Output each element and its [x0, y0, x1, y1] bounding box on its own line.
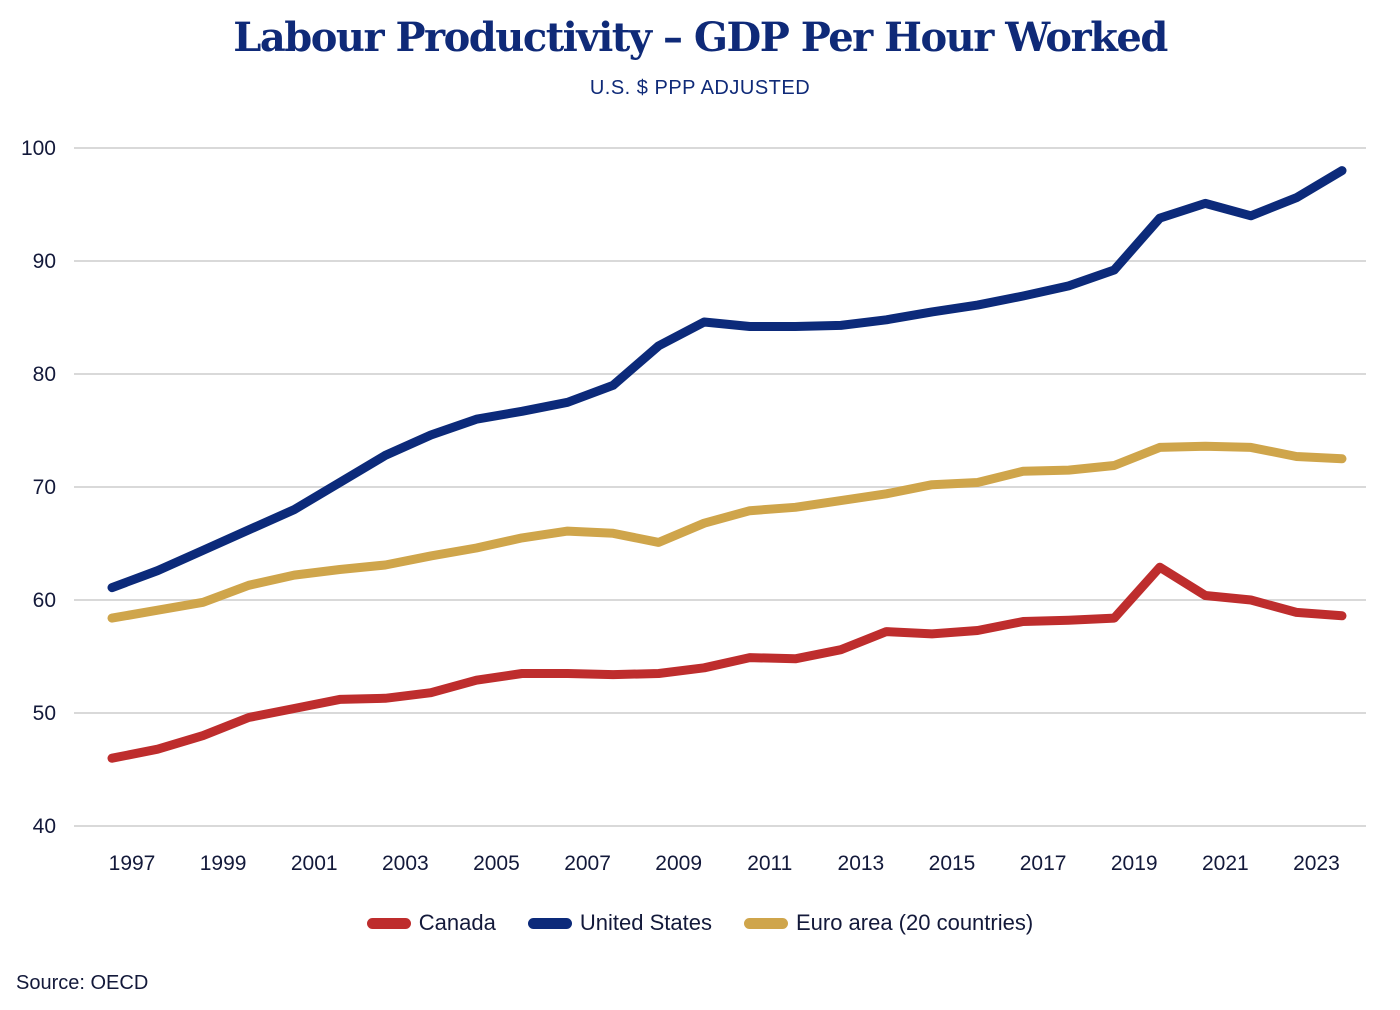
- x-axis-ticks: 1997 1999 2001 2003 2005 2007 2009 2011 2013 2015…: [109, 852, 1340, 875]
- series-line-canada: [107, 562, 1347, 763]
- legend-item-euro-area[interactable]: Euro area (20 countries): [743, 910, 1034, 936]
- series-line-united-states: [107, 166, 1347, 593]
- legend-label-canada: Canada: [418, 910, 496, 935]
- legend-label-euro-area: Euro area (20 countries): [795, 910, 1034, 935]
- chart-subtitle: U.S. $ PPP ADJUSTED: [589, 77, 811, 99]
- x-tick-label: 2001: [291, 852, 338, 875]
- y-tick-label: 80: [33, 363, 56, 386]
- source-note: Source: OECD: [16, 972, 149, 994]
- x-tick-label: 2017: [1020, 852, 1067, 875]
- y-tick-label: 100: [21, 137, 56, 160]
- x-tick-label: 2013: [838, 852, 885, 875]
- x-tick-label: 2021: [1202, 852, 1249, 875]
- legend-label-united-states: United States: [579, 910, 712, 935]
- y-axis-ticks: 40 50 60 70 80 90 100: [21, 137, 56, 838]
- y-tick-label: 40: [33, 815, 56, 838]
- legend: Canada United States Euro area (20 count…: [0, 910, 1400, 936]
- series-line-euro-area-20-countries: [107, 441, 1347, 623]
- legend-item-canada[interactable]: Canada: [366, 910, 496, 936]
- x-tick-label: 2019: [1111, 852, 1158, 875]
- x-tick-label: 2007: [564, 852, 611, 875]
- y-tick-label: 70: [33, 476, 56, 499]
- x-tick-label: 2005: [473, 852, 520, 875]
- legend-item-united-states[interactable]: United States: [527, 910, 712, 936]
- y-tick-label: 90: [33, 250, 56, 273]
- legend-swatch-euro-area: [743, 917, 788, 929]
- legend-swatch-canada: [366, 917, 411, 929]
- chart-title: Labour Productivity – GDP Per Hour Worke…: [233, 14, 1168, 61]
- x-tick-label: 2015: [929, 852, 976, 875]
- x-tick-label: 2023: [1293, 852, 1340, 875]
- series-lines: [107, 166, 1347, 763]
- x-tick-label: 1997: [109, 852, 156, 875]
- y-tick-label: 50: [33, 702, 56, 725]
- legend-swatch-united-states: [527, 917, 572, 929]
- line-chart: 40 50 60 70 80 90 100 1997 1999 2001 2003 2005 2007…: [21, 137, 1366, 875]
- y-tick-label: 60: [33, 589, 56, 612]
- x-tick-label: 2011: [747, 852, 792, 875]
- x-tick-label: 1999: [200, 852, 247, 875]
- gridlines: [74, 147, 1366, 827]
- x-tick-label: 2003: [382, 852, 429, 875]
- x-tick-label: 2009: [655, 852, 702, 875]
